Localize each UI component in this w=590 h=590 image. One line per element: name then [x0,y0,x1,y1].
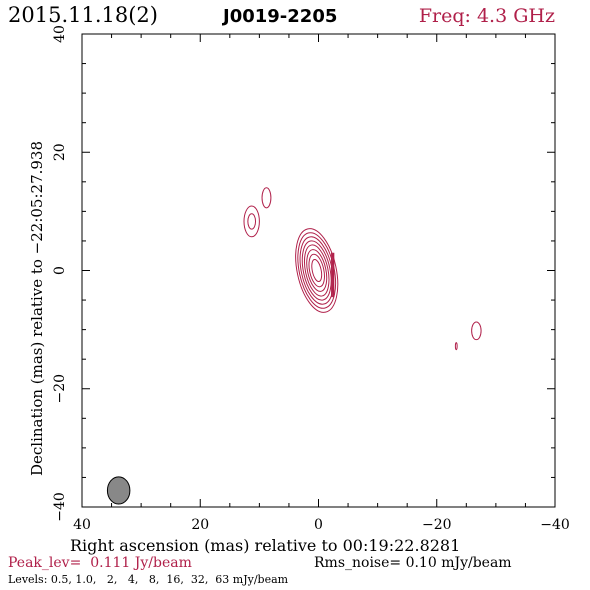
y-tick-labels: −40 −20 0 20 40 [52,25,68,522]
beam-layer [106,476,131,505]
source-name: J0019-2205 [221,6,337,27]
jet-knot-1-contour [247,213,257,230]
jet-knot-2-contour [261,187,272,209]
frequency-label: Freq: 4.3 GHz [419,5,555,27]
core-contour [303,244,330,297]
y-axis-label: Declination (mas) relative to −22:05:27.… [28,141,46,476]
y-tick-label: 40 [52,25,68,43]
y-tick-label: 20 [52,143,68,161]
y-tick-label: 0 [52,266,68,275]
x-tick-label: 40 [73,517,91,533]
contour-layer [243,187,482,351]
axis-ticks [81,33,556,508]
contour-levels: Levels: 0.5, 1.0, 2, 4, 8, 16, 32, 63 mJ… [8,573,289,586]
x-tick-label: 0 [314,517,323,533]
jet-knot-1-contour [243,205,260,238]
observation-date: 2015.11.18(2) [8,3,158,27]
core-contour [311,258,323,283]
plot-frame [81,33,556,508]
x-axis-label: Right ascension (mas) relative to 00:19:… [70,536,460,555]
y-tick-label: −20 [52,374,68,404]
east-spot-contour [454,342,458,351]
rms-noise: Rms_noise= 0.10 mJy/beam [314,555,512,571]
y-tick-label: −40 [52,492,68,522]
x-tick-label: −40 [540,517,570,533]
east-blob-contour [471,321,482,341]
x-tick-label: −20 [422,517,452,533]
core-contour [306,249,328,292]
peak-level: Peak_lev= 0.111 Jy/beam [8,555,192,571]
restoring-beam [106,476,131,505]
core-contour [308,253,325,288]
x-tick-label: 20 [191,517,209,533]
x-tick-labels: 40 20 0 −20 −40 [73,517,570,533]
core-contour [295,228,339,313]
core-contour [301,240,332,301]
